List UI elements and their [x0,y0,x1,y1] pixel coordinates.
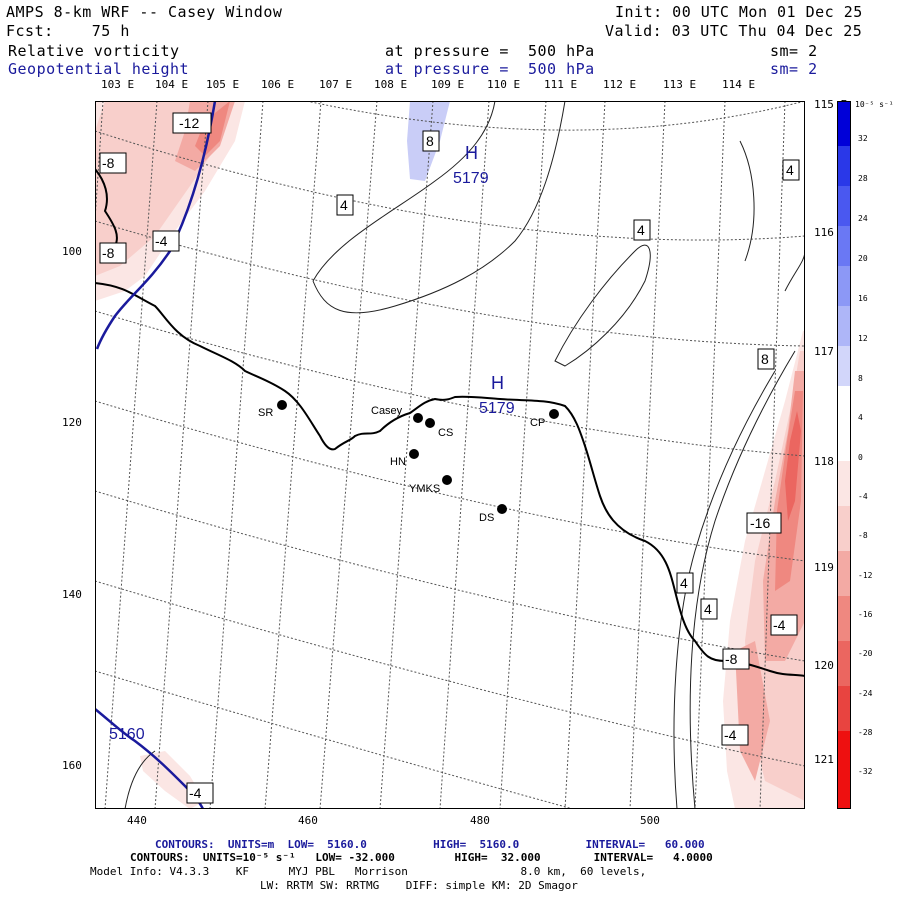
station-label-ds: DS [479,512,494,524]
svg-text:4: 4 [704,601,712,617]
svg-text:-4: -4 [773,617,786,633]
field2-name: Geopotential height [8,60,190,78]
svg-text:8: 8 [761,351,769,367]
colorbar-label: -32 [858,767,873,776]
vorticity-colorbar [837,101,851,809]
lon-label-104: 104 E [155,78,189,91]
svg-text:4: 4 [680,575,688,591]
graticule [95,101,805,809]
lon-label-114: 114 E [722,78,756,91]
x-tick-500: 500 [640,814,660,827]
colorbar-label: -20 [858,649,873,658]
y-tick-120: 120 [62,416,82,429]
station-label-ymks: YMKS [409,483,440,495]
lon-label-110: 110 E [487,78,521,91]
height-label-5160: 5160 [109,726,145,743]
vorticity-labels: -12 -8 -8 -4 8 4 4 4 8 -16 4 4 -4 -8 -4 … [99,112,800,804]
footer-physics: LW: RRTM SW: RRTMG DIFF: simple KM: 2D S… [260,879,578,892]
coastline-west [95,168,118,247]
svg-text:-8: -8 [102,155,115,171]
colorbar-label: 28 [858,174,868,183]
footer-vorticity-contours: CONTOURS: UNITS=10⁻⁵ s⁻¹ LOW= -32.000 HI… [130,851,713,864]
colorbar-label: -12 [858,571,873,580]
field1-name: Relative vorticity [8,42,180,60]
coastline [95,282,805,677]
colorbar-label: 4 [858,413,863,422]
svg-text:-4: -4 [724,727,737,743]
vorticity-shading [95,101,805,809]
colorbar-label: -28 [858,728,873,737]
colorbar-label: -16 [858,610,873,619]
colorbar-label: 0 [858,453,863,462]
footer-height-contours: CONTOURS: UNITS=m LOW= 5160.0 HIGH= 5160… [155,838,705,851]
forecast-hour: Fcst: 75 h [6,22,130,40]
colorbar-label: 20 [858,254,868,263]
lon-label-106: 106 E [261,78,295,91]
field1-smoothing: sm= 2 [770,42,818,60]
lon-label-113: 113 E [663,78,697,91]
field1-pressure: at pressure = 500 hPa [385,42,595,60]
svg-text:-4: -4 [155,233,168,249]
station-ymks [442,475,452,485]
lon-label-105: 105 E [206,78,240,91]
colorbar-label: 16 [858,294,868,303]
x-tick-440: 440 [127,814,147,827]
lon-label-109: 109 E [431,78,465,91]
station-label-sr: SR [258,407,273,419]
map-frame [95,101,805,809]
station-hn [409,449,419,459]
colorbar-label: 8 [858,374,863,383]
svg-text:8: 8 [426,133,434,149]
colorbar-units: 10⁻⁵ s⁻¹ [855,100,894,109]
svg-text:4: 4 [786,162,794,178]
svg-text:-4: -4 [189,785,202,801]
svg-text:4: 4 [340,197,348,213]
station-label-casey: Casey [371,405,403,417]
lon-label-103: 103 E [101,78,135,91]
y-tick-140: 140 [62,588,82,601]
lon-label-107: 107 E [319,78,353,91]
height-label-5179-north: 5179 [453,170,489,187]
station-label-hn: HN [390,456,406,468]
svg-text:-8: -8 [725,651,738,667]
y-tick-100: 100 [62,245,82,258]
station-ds [497,504,507,514]
x-tick-460: 460 [298,814,318,827]
station-casey [413,413,423,423]
footer-model-info: Model Info: V4.3.3 KF MYJ PBL Morrison 8… [90,865,647,878]
y-tick-160: 160 [62,759,82,772]
init-time: Init: 00 UTC Mon 01 Dec 25 [615,3,863,21]
vorticity-contours [124,101,805,809]
x-tick-480: 480 [470,814,490,827]
colorbar-label: -4 [858,492,868,501]
colorbar-label: -24 [858,689,873,698]
map-panel: H H 5179 5179 5160 -12 -8 -8 -4 8 4 4 4 … [95,101,805,809]
map-title: AMPS 8-km WRF -- Casey Window [6,3,283,21]
svg-text:4: 4 [637,222,645,238]
colorbar-label: 24 [858,214,868,223]
colorbar-label: 12 [858,334,868,343]
lon-label-108: 108 E [374,78,408,91]
lon-label-111: 111 E [544,78,578,91]
svg-text:-16: -16 [750,515,770,531]
station-label-cp: CP [530,417,545,429]
stations: Casey CS CP SR HN YMKS DS [258,400,559,524]
colorbar-label: -8 [858,531,868,540]
height-label-5179-casey: 5179 [479,400,515,417]
field2-pressure: at pressure = 500 hPa [385,60,595,78]
high-marker-casey: H [491,373,504,393]
colorbar-label: 32 [858,134,868,143]
svg-text:-8: -8 [102,245,115,261]
station-cs [425,418,435,428]
high-marker-north: H [465,143,478,163]
station-cp [549,409,559,419]
lon-label-112: 112 E [603,78,637,91]
field2-smoothing: sm= 2 [770,60,818,78]
station-sr [277,400,287,410]
station-label-cs: CS [438,427,453,439]
valid-time: Valid: 03 UTC Thu 04 Dec 25 [605,22,863,40]
svg-text:-12: -12 [179,115,199,131]
